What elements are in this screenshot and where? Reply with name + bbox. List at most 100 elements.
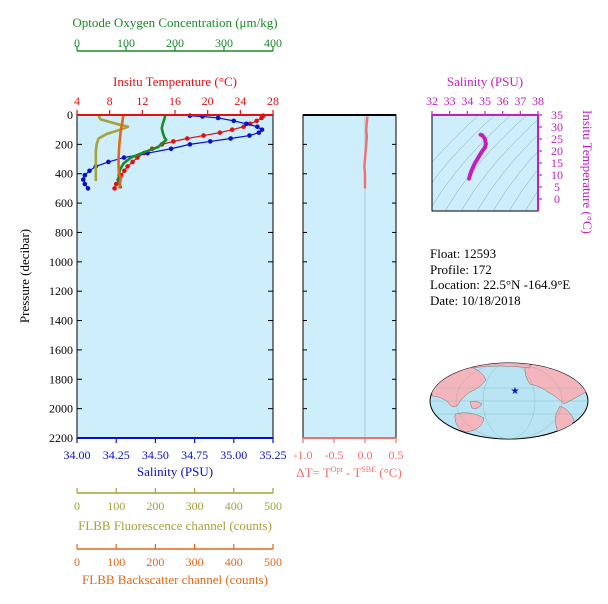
salinity-point bbox=[87, 168, 92, 174]
ts-density-contour bbox=[445, 115, 528, 211]
backscatter-axis-title: FLBB Backscatter channel (counts) bbox=[82, 572, 268, 587]
ts-salinity-tick-label: 34 bbox=[461, 94, 473, 108]
ts-temperature-tick-label: 5 bbox=[554, 180, 560, 194]
oxygen-tick-label: 400 bbox=[264, 36, 282, 50]
ts-salinity-axis-ticks: 32 33 34 35 36 37 38 bbox=[426, 94, 544, 115]
main-series bbox=[80, 113, 266, 191]
salinity-axis-title: Salinity (PSU) bbox=[137, 464, 213, 479]
ts-temperature-tick-label: 35 bbox=[551, 108, 563, 122]
temperature-point bbox=[254, 118, 259, 124]
temperature-point bbox=[184, 136, 190, 141]
ts-temperature-tick-label: 25 bbox=[551, 132, 563, 146]
ts-temperature-axis-title: Insitu Temperature (°C) bbox=[580, 110, 595, 234]
pressure-tick-label: 2200 bbox=[49, 431, 73, 445]
ts-density-contour bbox=[509, 169, 538, 211]
ts-density-contours bbox=[432, 95, 608, 221]
backscatter-tick-label: 500 bbox=[264, 555, 282, 569]
salinity-tick-label: 34.25 bbox=[103, 448, 130, 462]
temperature-tick-label: 4 bbox=[74, 94, 80, 108]
temperature-point bbox=[201, 133, 206, 138]
backscatter-tick-label: 100 bbox=[107, 555, 125, 569]
salinity-tick-label: 34.00 bbox=[64, 448, 91, 462]
pressure-axis-title: Pressure (decibar) bbox=[17, 229, 32, 323]
salinity-point bbox=[244, 121, 249, 127]
ts-temperature-tick-label: 15 bbox=[551, 156, 563, 170]
temperature-axis-title: Insitu Temperature (°C) bbox=[113, 74, 237, 89]
ts-salinity-tick-label: 35 bbox=[479, 94, 491, 108]
temperature-point bbox=[112, 186, 117, 191]
salinity-point bbox=[85, 186, 91, 191]
pressure-tick-label: 1800 bbox=[49, 372, 73, 386]
delta-t-axis-title: ΔT= TOpt - TSBE (°C) bbox=[296, 465, 402, 480]
pressure-tick-label: 400 bbox=[55, 167, 73, 181]
pressure-tick-label: 1400 bbox=[49, 314, 73, 328]
delta-t-tick-label: -1.0 bbox=[294, 448, 313, 462]
delta-t-axis-ticks: -1.0 -0.5 0.0 0.5 bbox=[294, 438, 404, 462]
ts-density-contour bbox=[536, 95, 608, 221]
pressure-tick-label: 0 bbox=[67, 108, 73, 122]
salinity-point bbox=[121, 155, 127, 160]
pressure-axis-ticks: 0 200 400 600 800 1000 1200 1400 1600 1800 2000 220… bbox=[49, 108, 273, 445]
ts-temperature-tick-label: 20 bbox=[551, 144, 563, 158]
fluorescence-axis-ticks: 0 100 200 300 400 500 bbox=[74, 488, 282, 513]
delta-t-tick-label: 0.5 bbox=[389, 448, 404, 462]
salinity-tick-label: 34.75 bbox=[181, 448, 208, 462]
salinity-series-line bbox=[82, 115, 264, 189]
delta-t-tick-label: -0.5 bbox=[325, 448, 344, 462]
oxygen-series-line bbox=[117, 115, 168, 189]
ts-temperature-tick-label: 10 bbox=[551, 168, 563, 182]
ts-salinity-tick-label: 32 bbox=[426, 94, 438, 108]
temperature-point bbox=[130, 159, 135, 165]
main-plot-background bbox=[77, 115, 273, 438]
salinity-point bbox=[106, 159, 111, 165]
backscatter-tick-label: 400 bbox=[225, 555, 243, 569]
ts-salinity-tick-label: 38 bbox=[532, 94, 544, 108]
fluorescence-axis-title: FLBB Fluorescence channel (counts) bbox=[78, 518, 272, 533]
ts-density-contour bbox=[493, 150, 538, 211]
oxygen-tick-label: 200 bbox=[166, 36, 184, 50]
salinity-point bbox=[247, 133, 252, 138]
oxygen-axis-ticks: 0 100 200 300 400 bbox=[74, 36, 282, 51]
ts-plot-background bbox=[432, 115, 538, 211]
pressure-tick-label: 2000 bbox=[49, 402, 73, 416]
map-graticule bbox=[430, 363, 588, 439]
ts-density-contour bbox=[432, 115, 480, 163]
date: Date: 10/18/2018 bbox=[430, 293, 521, 308]
temperature-tick-label: 24 bbox=[234, 94, 246, 108]
temperature-point bbox=[125, 164, 130, 169]
delta-t-tick-label: 0.0 bbox=[358, 448, 373, 462]
temperature-point bbox=[217, 130, 223, 135]
delta-t-series-line bbox=[363, 116, 369, 189]
temperature-tick-label: 16 bbox=[169, 94, 181, 108]
ts-density-contour bbox=[432, 115, 496, 183]
temperature-point bbox=[171, 139, 176, 144]
ts-density-contour bbox=[525, 190, 538, 211]
ts-salinity-axis-title: Salinity (PSU) bbox=[447, 74, 523, 89]
world-map: ★ bbox=[429, 362, 589, 440]
temperature-tick-label: 8 bbox=[107, 94, 113, 108]
ts-diagram: Salinity (PSU) 32 33 34 35 36 37 38 0510152025… bbox=[426, 74, 608, 234]
oxygen-tick-label: 0 bbox=[74, 36, 80, 50]
backscatter-tick-label: 200 bbox=[146, 555, 164, 569]
ts-series bbox=[467, 132, 488, 181]
float-location-marker: ★ bbox=[511, 386, 520, 397]
pressure-tick-label: 1600 bbox=[49, 343, 73, 357]
temperature-point bbox=[259, 115, 264, 121]
backscatter-axis-ticks: 0 100 200 300 400 500 bbox=[74, 544, 282, 569]
delta-t-plot: -1.0 -0.5 0.0 0.5 ΔT= TOpt - TSBE (°C) bbox=[294, 114, 404, 480]
fluorescence-tick-label: 100 bbox=[107, 499, 125, 513]
pressure-tick-label: 800 bbox=[55, 225, 73, 239]
fluorescence-tick-label: 500 bbox=[264, 499, 282, 513]
salinity-point bbox=[256, 130, 262, 135]
backscatter-series-line bbox=[117, 115, 125, 189]
salinity-point bbox=[80, 177, 86, 182]
pressure-tick-label: 1000 bbox=[49, 255, 73, 269]
ts-salinity-tick-label: 37 bbox=[514, 94, 526, 108]
temperature-point bbox=[113, 181, 119, 187]
ts-series-line bbox=[467, 132, 488, 181]
temperature-tick-label: 28 bbox=[267, 94, 279, 108]
pressure-tick-label: 1200 bbox=[49, 284, 73, 298]
profile-number: Profile: 172 bbox=[430, 262, 492, 277]
